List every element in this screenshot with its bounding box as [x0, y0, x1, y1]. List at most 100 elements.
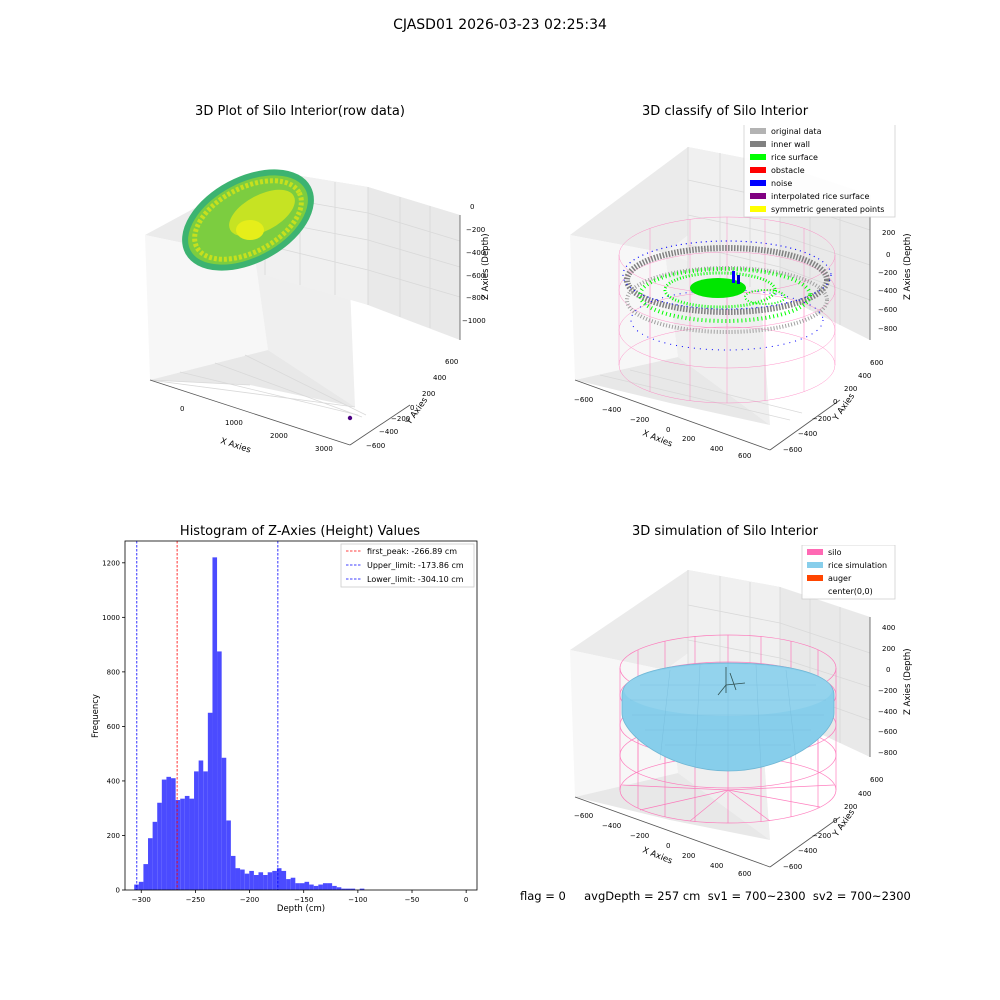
legend-swatch: [807, 575, 823, 581]
legend-label: symmetric generated points: [771, 205, 884, 214]
tick: −400: [602, 406, 621, 414]
simulation-z-ticks: 400 200 0 −200 −400 −600 −800: [878, 624, 897, 757]
tick: 600: [738, 870, 751, 878]
tick: 0: [180, 405, 184, 413]
tick: 200: [844, 385, 857, 393]
tick: 0: [666, 426, 670, 434]
legend-swatch: [750, 141, 766, 147]
y-tick-label: 1200: [102, 559, 120, 567]
tick: −200: [812, 415, 831, 423]
tick: 600: [738, 452, 751, 460]
legend-label: original data: [771, 127, 822, 136]
figure-title: CJASD01 2026-03-23 02:25:34: [393, 17, 607, 33]
legend-swatch: [807, 588, 823, 594]
tick: 200: [844, 803, 857, 811]
histogram-bar: [157, 802, 162, 890]
tick: −600: [783, 863, 802, 871]
tick: −600: [783, 446, 802, 454]
tick: 200: [882, 645, 895, 653]
tick: 2000: [270, 432, 288, 440]
histogram-bar: [138, 881, 144, 890]
tick: −600: [574, 812, 593, 820]
raw-z-ticks: 0 −200 −400 −600 −800 −1000: [462, 203, 486, 325]
tick: −600: [466, 272, 485, 280]
legend-label: Lower_limit: -304.10 cm: [367, 575, 464, 584]
x-tick-label: −100: [348, 896, 367, 904]
x-tick-label: −200: [240, 896, 259, 904]
tick: 400: [882, 624, 895, 632]
histogram-bar: [203, 771, 208, 890]
tick: 400: [858, 790, 871, 798]
raw-y-ticks: 600 400 200 0 −200 −400 −600: [366, 358, 458, 450]
tick: −1000: [462, 317, 486, 325]
auger-model: [717, 667, 746, 696]
tick: −200: [630, 416, 649, 424]
histogram-bar: [143, 864, 149, 890]
x-tick-label: −300: [132, 896, 151, 904]
tick: 200: [422, 390, 435, 398]
histogram-bar: [304, 881, 310, 890]
histogram-bar: [249, 870, 254, 890]
tick: −800: [466, 294, 485, 302]
tick: 600: [870, 359, 883, 367]
y-tick-label: 200: [107, 832, 120, 840]
raw-z-label: Z Axies (Depth): [481, 233, 491, 300]
status-footer: flag = 0 avgDepth = 257 cm sv1 = 700~230…: [520, 889, 911, 903]
histogram-bar: [226, 820, 231, 890]
histogram-bar: [286, 879, 291, 890]
simulation-legend: silo rice simulation auger center(0,0): [801, 545, 896, 600]
histogram-bar: [166, 776, 172, 890]
legend-label: rice simulation: [828, 561, 887, 570]
histogram-bar: [295, 883, 300, 890]
tick: 200: [682, 852, 695, 860]
x-tick-label: 0: [464, 896, 468, 904]
histogram-bar: [327, 883, 333, 890]
histogram-bar: [281, 870, 287, 890]
tick: −600: [878, 728, 897, 736]
silo-wireframe-classify: [618, 216, 836, 404]
tick: 0: [833, 398, 837, 406]
tick: −200: [878, 687, 897, 695]
x-tick-label: −250: [186, 896, 205, 904]
panel-3-title: Histogram of Z-Axies (Height) Values: [179, 524, 421, 539]
inner-wall-points: [624, 245, 830, 334]
x-tick-label: −150: [294, 896, 313, 904]
histogram-bar: [276, 868, 282, 890]
histogram-bar: [212, 557, 218, 890]
tick: 200: [682, 435, 695, 443]
tick: 600: [870, 776, 883, 784]
tick: 600: [445, 358, 458, 366]
tick: 400: [858, 372, 871, 380]
histogram-bar: [267, 872, 273, 890]
legend-swatch: [750, 128, 766, 134]
classify-y-label: Y Axies: [831, 391, 858, 423]
histogram-threshold-lines: [136, 541, 279, 890]
plot-frame: [124, 540, 478, 891]
panel-2-title: 3D classify of Silo Interior: [641, 104, 809, 119]
legend-swatch: [750, 206, 766, 212]
histogram-bar: [235, 868, 241, 890]
tick: 0: [886, 251, 890, 259]
legend-label: first_peak: -266.89 cm: [367, 547, 457, 556]
simulation-y-ticks: 600 400 200 0 −200 −400 −600: [783, 776, 883, 871]
tick: −400: [878, 708, 897, 716]
histogram-bar: [148, 838, 153, 890]
tick: −600: [878, 306, 897, 314]
histogram-bars: [134, 557, 365, 890]
classify-z-ticks: 200 0 −200 −400 −600 −800: [878, 229, 897, 333]
tick: 0: [666, 842, 670, 850]
histogram-bar: [175, 800, 181, 890]
obstacle-points: [732, 271, 740, 284]
histogram-x-ticks: −300 −250 −200 −150 −100 −50 0: [132, 890, 468, 904]
histogram-bar: [318, 884, 323, 890]
y-tick-label: 0: [116, 887, 120, 895]
panel-1-title: 3D Plot of Silo Interior(row data): [195, 104, 405, 119]
legend-label: interpolated rice surface: [771, 192, 869, 201]
histogram-bar: [244, 873, 250, 890]
tick: −200: [878, 269, 897, 277]
histogram-bar: [299, 883, 305, 890]
legend-label: silo: [828, 548, 842, 557]
classify-x-ticks: −600 −400 −200 0 200 400 600: [574, 396, 751, 460]
histogram-bar: [313, 885, 319, 890]
raw-point-cloud: [182, 169, 353, 421]
